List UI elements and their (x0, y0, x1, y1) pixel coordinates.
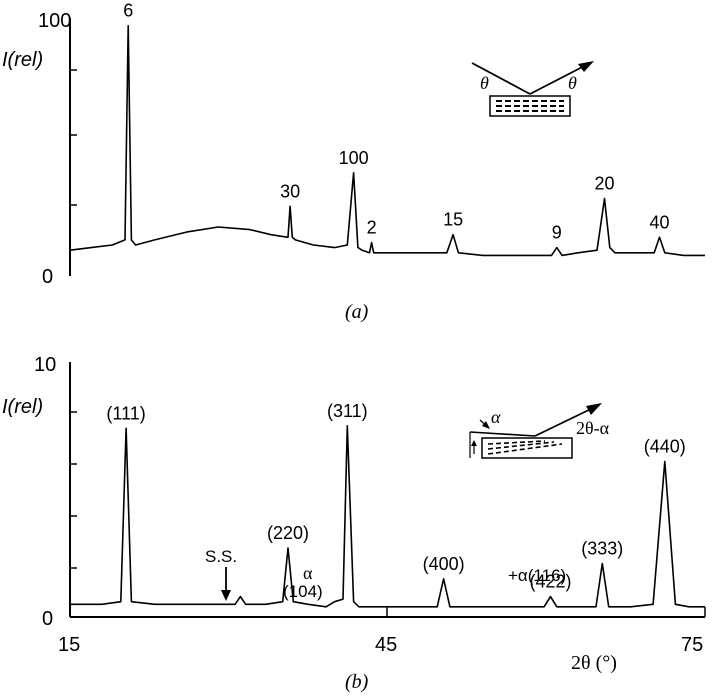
inset-b-alpha: α (491, 407, 501, 427)
peak-label: 20 (594, 174, 614, 194)
panel-b-geometry-inset: α 2θ-α (470, 403, 610, 458)
panel-a-ytick-bottom: 0 (42, 266, 53, 288)
panel-a-series (70, 26, 705, 256)
peak-label: 9 (552, 223, 562, 243)
peak-label: (333) (581, 539, 623, 559)
panel-a: 100 0 I(rel) 6 30 100 2 15 9 20 40 θ θ (a) (2, 1, 705, 323)
inset-a-theta-right: θ (568, 73, 577, 93)
annotation-104: (104) (283, 582, 323, 601)
panel-b-ylabel: I(rel) (2, 396, 43, 418)
diffraction-series-line (70, 26, 705, 256)
diffraction-series-line (70, 426, 705, 607)
panel-a-peak-labels: 6 30 100 2 15 9 20 40 (123, 1, 669, 243)
xtick-45: 45 (375, 634, 397, 656)
panel-b: 10 0 I(rel) (111)(220)(311)(400)(422)(33… (2, 354, 705, 693)
panel-b-ytick-bottom: 0 (42, 608, 53, 630)
peak-label: (400) (423, 554, 465, 574)
annotation-alpha116: +α(116) (508, 566, 566, 585)
xtick-75: 75 (681, 634, 703, 656)
peak-label: 40 (649, 212, 669, 232)
inset-a-theta-left: θ (480, 73, 489, 93)
annotation-alpha: α (303, 563, 313, 583)
peak-label: 6 (123, 1, 133, 21)
x-axis-label: 2θ (°) (571, 652, 617, 674)
panel-b-minor-ticks (70, 412, 77, 568)
panel-a-ylabel: I(rel) (2, 49, 43, 71)
peak-label: 15 (443, 210, 463, 230)
panel-b-ytick-top: 10 (34, 354, 56, 376)
annotation-ss: S.S. (205, 547, 237, 566)
panel-a-geometry-inset: θ θ (472, 61, 594, 116)
panel-b-caption: (b) (345, 671, 369, 693)
peak-label: (220) (267, 523, 309, 543)
annotation-ss-arrowhead (221, 590, 231, 601)
peak-label: 2 (367, 218, 377, 238)
peak-label: (111) (106, 403, 145, 423)
peak-label: (311) (327, 401, 368, 421)
xtick-15: 15 (58, 634, 80, 656)
panel-a-ytick-top: 100 (38, 10, 71, 32)
peak-label: 100 (339, 148, 369, 168)
inset-b-2theta-alpha: 2θ-α (576, 418, 610, 438)
peak-label: 30 (280, 181, 300, 201)
panel-b-series (70, 426, 705, 607)
peak-label: (440) (644, 437, 686, 457)
panel-a-minor-ticks (70, 70, 77, 205)
panel-a-caption: (a) (345, 301, 369, 323)
